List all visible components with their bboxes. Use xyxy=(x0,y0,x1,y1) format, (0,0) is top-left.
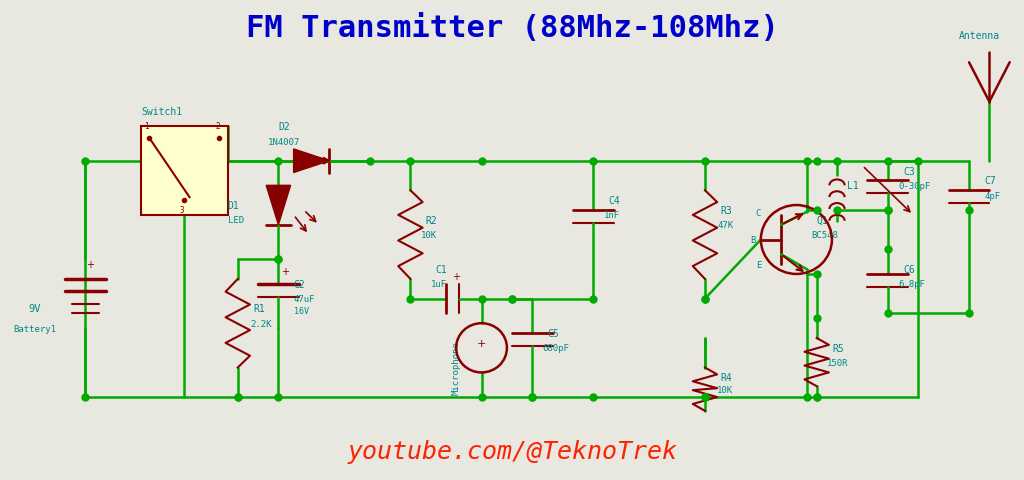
Text: Q1: Q1 xyxy=(817,216,828,225)
Text: 47uF: 47uF xyxy=(294,294,315,303)
Text: Antenna: Antenna xyxy=(958,31,1000,40)
Text: D2: D2 xyxy=(279,122,290,132)
Text: 6.8pF: 6.8pF xyxy=(898,280,925,288)
Text: E: E xyxy=(756,261,761,269)
Text: C3: C3 xyxy=(903,166,914,176)
Text: C4: C4 xyxy=(608,196,621,206)
Text: BC548: BC548 xyxy=(812,230,839,240)
Text: 47K: 47K xyxy=(717,221,733,230)
Text: +: + xyxy=(452,271,460,281)
Text: 680pF: 680pF xyxy=(543,344,569,353)
Text: 2: 2 xyxy=(215,122,220,131)
Polygon shape xyxy=(266,186,291,225)
Text: 1uF: 1uF xyxy=(431,280,446,288)
Text: R2: R2 xyxy=(426,216,437,225)
Text: 10K: 10K xyxy=(717,385,733,394)
Text: 2.2K: 2.2K xyxy=(250,319,271,328)
Text: C2: C2 xyxy=(294,279,305,289)
Text: 1: 1 xyxy=(144,122,148,131)
Text: +: + xyxy=(477,338,486,348)
Text: 1nF: 1nF xyxy=(603,211,620,220)
Text: Switch1: Switch1 xyxy=(141,107,182,117)
FancyBboxPatch shape xyxy=(141,127,227,216)
Text: 0-30pF: 0-30pF xyxy=(898,181,930,191)
Text: +: + xyxy=(86,260,94,270)
Text: youtube.com/@TeknoTrek: youtube.com/@TeknoTrek xyxy=(347,439,677,463)
Text: L1: L1 xyxy=(847,181,859,191)
Text: +: + xyxy=(282,266,290,276)
Text: C7: C7 xyxy=(984,176,996,186)
Text: 16V: 16V xyxy=(294,306,308,315)
Text: 9V: 9V xyxy=(29,304,41,314)
Text: R3: R3 xyxy=(720,205,732,216)
Text: R4: R4 xyxy=(720,372,732,383)
Text: R5: R5 xyxy=(831,343,844,353)
Polygon shape xyxy=(294,150,329,173)
Text: C5: C5 xyxy=(548,328,559,338)
Text: LED: LED xyxy=(227,216,244,225)
Text: C: C xyxy=(756,208,761,217)
Text: 4pF: 4pF xyxy=(984,192,1000,200)
Text: R1: R1 xyxy=(253,304,265,314)
Text: C6: C6 xyxy=(903,264,914,275)
Text: Battery1: Battery1 xyxy=(13,324,56,333)
Text: D1: D1 xyxy=(227,201,240,211)
Text: FM Transmitter (88Mhz-108Mhz): FM Transmitter (88Mhz-108Mhz) xyxy=(246,14,778,43)
Text: C1: C1 xyxy=(436,264,447,275)
Text: 1N4007: 1N4007 xyxy=(268,137,300,146)
Text: 3: 3 xyxy=(179,205,184,215)
Text: 10K: 10K xyxy=(421,230,436,240)
Text: Microphone: Microphone xyxy=(452,341,461,395)
Text: 150R: 150R xyxy=(826,359,848,367)
Text: B: B xyxy=(751,236,756,245)
